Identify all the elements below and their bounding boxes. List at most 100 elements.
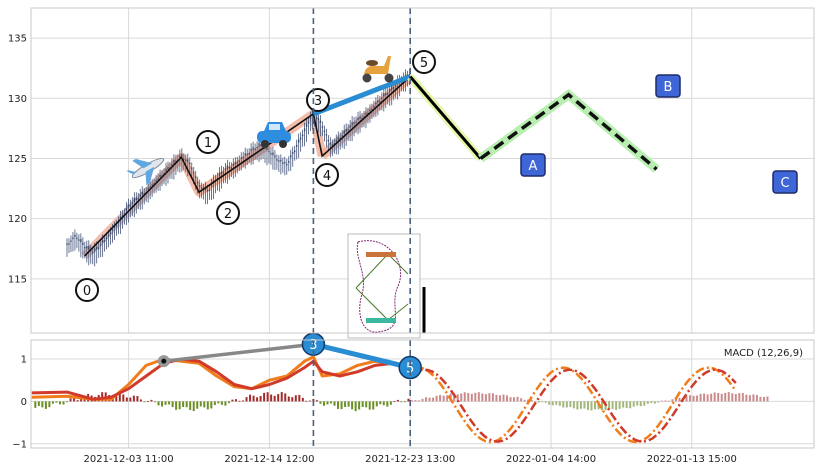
candle-body	[109, 232, 112, 234]
candle-body	[394, 85, 397, 87]
indicator-legend: MACD (12,26,9)	[724, 348, 803, 359]
histogram-bar	[618, 401, 621, 409]
histogram-bar	[182, 401, 185, 408]
histogram-bar	[73, 398, 76, 402]
histogram-bar	[498, 395, 501, 402]
histogram-bar	[432, 397, 435, 402]
candle-body	[72, 237, 74, 240]
histogram-bar	[509, 397, 512, 402]
wave-label-circle	[306, 88, 330, 112]
histogram-bar	[516, 396, 519, 402]
histogram-bar	[69, 398, 72, 402]
histogram-bar	[590, 401, 593, 411]
histogram-bar	[256, 397, 259, 402]
histogram-bar	[488, 393, 491, 402]
candle-body	[307, 122, 310, 124]
histogram-bar	[231, 399, 234, 402]
candle-body	[280, 159, 282, 162]
histogram-bar	[555, 401, 558, 405]
candle-body	[74, 234, 76, 238]
indicator-y-tick: 0	[21, 397, 27, 408]
histogram-bar	[569, 401, 572, 407]
histogram-bar	[224, 401, 227, 406]
histogram-bar	[301, 397, 304, 402]
histogram-bar	[213, 401, 216, 406]
car-icon	[257, 122, 291, 148]
candle-body	[183, 158, 185, 160]
histogram-bar	[692, 395, 695, 402]
candle-body	[351, 121, 353, 126]
airplane-tail	[126, 170, 137, 175]
histogram-bar	[467, 392, 470, 402]
candle-body	[119, 216, 122, 220]
histogram-bar	[421, 398, 424, 402]
candle-body	[218, 172, 221, 177]
histogram-bar	[629, 401, 632, 409]
candle-body	[222, 171, 225, 174]
histogram-bar	[414, 400, 417, 402]
histogram-bar	[460, 393, 463, 402]
histogram-bar	[252, 395, 255, 402]
candle-body	[210, 184, 213, 187]
histogram-bar	[520, 398, 523, 402]
histogram-bar	[579, 401, 582, 409]
histogram-bar	[361, 401, 364, 407]
candle-body	[353, 122, 355, 124]
x-tick-label: 2021-12-03 11:00	[84, 454, 174, 465]
histogram-bar	[34, 401, 37, 408]
histogram-bar	[731, 393, 734, 402]
candle-body	[101, 240, 104, 243]
histogram-bar	[125, 397, 128, 402]
histogram-bar	[245, 397, 248, 402]
histogram-bar	[379, 401, 382, 405]
candle-body	[127, 204, 130, 208]
histogram-bar	[759, 396, 762, 402]
histogram-bar	[699, 393, 702, 402]
histogram-bar	[513, 397, 516, 402]
histogram-bar	[365, 401, 368, 408]
candle-body	[70, 240, 72, 243]
histogram-bar	[643, 401, 646, 406]
correction-label: B	[664, 80, 673, 95]
histogram-bar	[161, 401, 164, 407]
histogram-bar	[657, 401, 660, 403]
candle-body	[123, 213, 126, 215]
histogram-bar	[703, 393, 706, 402]
histogram-bar	[164, 401, 167, 405]
indicator-wave-segment	[312, 341, 411, 370]
histogram-bar	[37, 401, 40, 406]
histogram-bar	[720, 393, 723, 402]
histogram-bar	[425, 397, 428, 402]
inset-thumbnail	[347, 233, 421, 339]
histogram-bar	[263, 392, 266, 402]
candle-body	[347, 129, 349, 131]
correction-label: C	[780, 176, 789, 191]
histogram-bar	[199, 401, 202, 407]
candle-body	[84, 246, 86, 249]
histogram-bar	[608, 401, 611, 409]
candle-body	[141, 191, 143, 195]
correction-label-box	[520, 153, 546, 177]
histogram-bar	[266, 392, 269, 402]
candle-body	[294, 150, 296, 153]
candle-body	[68, 243, 70, 245]
candle-body	[137, 197, 139, 200]
candle-body	[331, 144, 334, 146]
histogram-bar	[227, 401, 230, 404]
histogram-bar	[646, 401, 649, 404]
histogram-bar	[175, 401, 178, 410]
candle-body	[337, 137, 339, 140]
histogram-bar	[611, 401, 614, 410]
candle-body	[147, 187, 149, 190]
histogram-bar	[664, 400, 667, 402]
price-y-tick: 135	[8, 34, 27, 45]
candle-body	[173, 160, 175, 164]
histogram-bar	[62, 401, 65, 405]
histogram-bar	[576, 401, 579, 410]
car-wheel	[279, 140, 287, 148]
candle-body	[242, 156, 244, 159]
signal-line	[31, 357, 411, 401]
wave-label-circle	[315, 163, 339, 187]
histogram-bar	[146, 401, 149, 402]
